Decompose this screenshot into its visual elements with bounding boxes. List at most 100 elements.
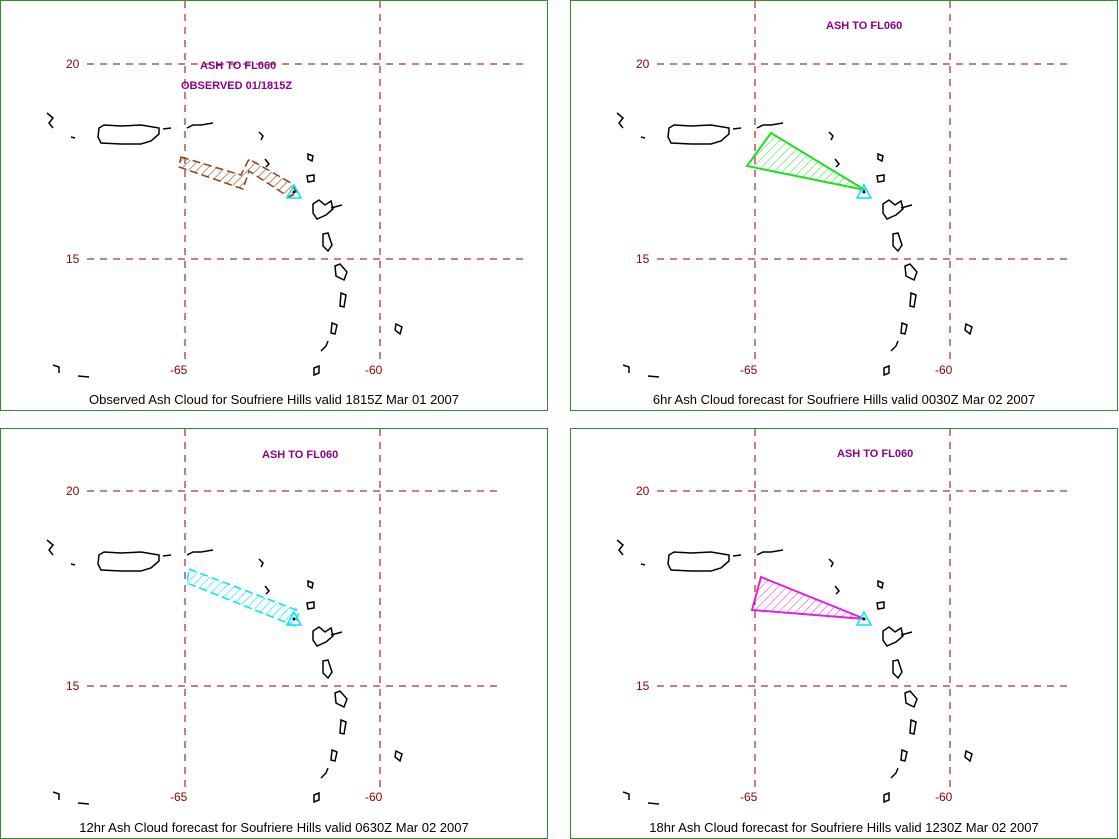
grenadines — [890, 340, 899, 352]
curacao — [77, 375, 90, 378]
panel-caption: 6hr Ash Cloud forecast for Soufriere Hil… — [652, 392, 1036, 407]
guadeloupe — [312, 626, 334, 647]
hispaniola-coast — [616, 539, 625, 556]
lon-label-60: -60 — [935, 790, 953, 804]
graticule — [657, 1, 1069, 365]
st-kitts — [834, 585, 841, 595]
st-kitts — [834, 158, 841, 168]
volcano-icon — [285, 610, 303, 626]
barbados — [394, 322, 403, 336]
hispaniola-coast — [46, 539, 55, 556]
virgin-islands — [756, 122, 784, 129]
lon-label-60: -60 — [935, 363, 953, 377]
st-vincent — [900, 748, 908, 762]
st-lucia — [339, 291, 347, 308]
lat-label-20: 20 — [636, 57, 650, 71]
grenadines — [320, 340, 329, 352]
guadeloupe — [312, 199, 334, 220]
grenadines — [320, 767, 329, 779]
anguilla — [828, 131, 834, 141]
virgin-islands — [186, 122, 214, 129]
aruba — [52, 791, 60, 800]
st-lucia — [909, 291, 917, 308]
aruba — [622, 364, 630, 373]
volcano-icon — [855, 183, 873, 199]
st-kitts — [264, 158, 271, 168]
dominica — [892, 659, 903, 680]
mona-island — [640, 563, 646, 566]
anguilla — [258, 131, 264, 141]
vieques — [162, 127, 172, 130]
lon-label-60: -60 — [365, 790, 383, 804]
dominica — [322, 232, 333, 253]
grenadines — [890, 767, 899, 779]
anguilla — [258, 558, 264, 568]
guadeloupe — [882, 199, 904, 220]
map-panel-18hr: 20 15 -65 -60 — [570, 428, 1118, 839]
map-panel-6hr: 20 15 -65 -60 — [570, 0, 1118, 411]
vieques — [732, 127, 742, 130]
grenada — [313, 364, 320, 377]
ash-cloud-forecast — [186, 567, 300, 628]
lat-label-20: 20 — [66, 57, 80, 71]
curacao — [77, 802, 90, 805]
lat-label-20: 20 — [66, 484, 80, 498]
martinique — [904, 263, 918, 282]
barbuda — [307, 579, 314, 590]
graticule — [657, 429, 1069, 792]
marie-galante — [330, 204, 343, 209]
guadeloupe — [882, 626, 904, 647]
antigua — [876, 601, 885, 610]
volcano-icon — [285, 183, 303, 199]
mona-island — [70, 136, 76, 139]
grenada — [313, 791, 320, 804]
grenada — [883, 791, 890, 804]
coastlines — [616, 112, 973, 378]
st-vincent — [330, 321, 338, 335]
ash-cloud-observed — [178, 156, 299, 198]
vieques — [732, 554, 742, 557]
hispaniola-coast — [46, 112, 55, 129]
puerto-rico — [97, 124, 160, 145]
dominica — [322, 659, 333, 680]
ash-label: ASH TO FL060 — [262, 449, 338, 461]
barbados — [394, 749, 403, 763]
hispaniola-coast — [616, 112, 625, 129]
marie-galante — [900, 631, 913, 636]
st-vincent — [330, 748, 338, 762]
lat-label-15: 15 — [66, 252, 80, 266]
lat-label-15: 15 — [636, 679, 650, 693]
martinique — [334, 690, 348, 709]
panel-caption: 12hr Ash Cloud forecast for Soufriere Hi… — [79, 820, 469, 835]
lat-label-15: 15 — [636, 252, 650, 266]
map-canvas: 20 15 -65 -60 — [616, 429, 1069, 805]
graticule — [87, 429, 499, 792]
martinique — [334, 263, 348, 282]
puerto-rico — [667, 551, 730, 572]
panel-caption: Observed Ash Cloud for Soufriere Hills v… — [89, 392, 459, 407]
map-panel-observed: 20 15 -65 -60 — [0, 0, 548, 411]
lon-label-60: -60 — [365, 363, 383, 377]
martinique — [904, 690, 918, 709]
virgin-islands — [756, 549, 784, 556]
lon-label-65: -65 — [740, 363, 758, 377]
grenada — [883, 364, 890, 377]
vieques — [162, 554, 172, 557]
marie-galante — [900, 204, 913, 209]
lon-label-65: -65 — [740, 790, 758, 804]
st-kitts — [264, 585, 271, 595]
curacao — [647, 375, 660, 378]
ash-cloud-forecast — [750, 575, 866, 620]
barbuda — [307, 152, 314, 163]
coastlines — [46, 112, 403, 378]
map-canvas: 20 15 -65 -60 — [616, 1, 1069, 378]
antigua — [306, 174, 315, 183]
antigua — [306, 601, 315, 610]
barbados — [964, 749, 973, 763]
map-canvas: 20 15 -65 -60 — [46, 429, 499, 805]
st-vincent — [900, 321, 908, 335]
map-panel-12hr: 20 15 -65 -60 — [0, 428, 548, 839]
aruba — [52, 364, 60, 373]
lon-label-65: -65 — [170, 363, 188, 377]
mona-island — [70, 563, 76, 566]
